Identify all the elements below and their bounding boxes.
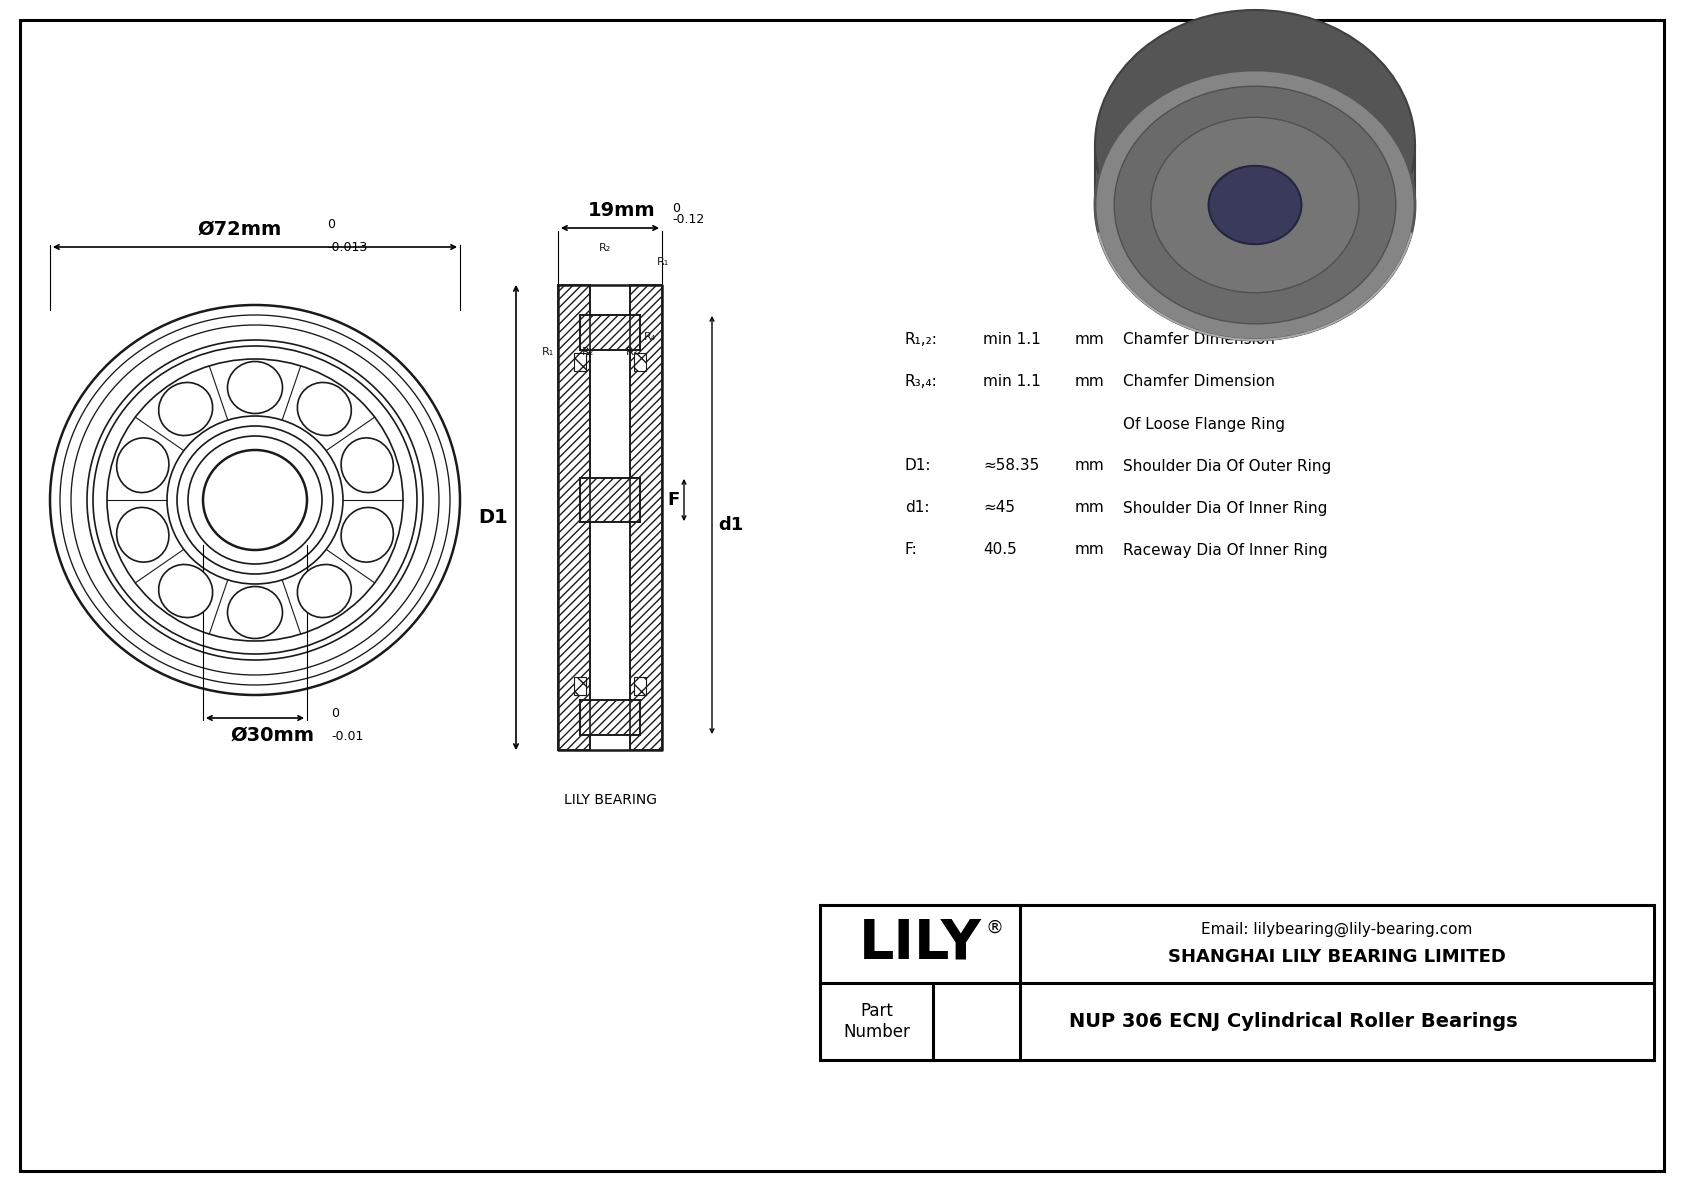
Text: LILY BEARING: LILY BEARING (564, 793, 657, 807)
Text: Ø30mm: Ø30mm (231, 727, 315, 746)
Text: -0.12: -0.12 (672, 213, 704, 226)
Polygon shape (574, 676, 586, 696)
Text: D1: D1 (478, 509, 509, 526)
Text: R₃,₄:: R₃,₄: (904, 374, 938, 389)
Text: ≈45: ≈45 (983, 500, 1015, 516)
Text: d1:: d1: (904, 500, 930, 516)
Text: Raceway Dia Of Inner Ring: Raceway Dia Of Inner Ring (1123, 542, 1327, 557)
Ellipse shape (342, 507, 394, 562)
Text: mm: mm (1074, 542, 1105, 557)
Text: ≈58.35: ≈58.35 (983, 459, 1039, 474)
Text: ®: ® (987, 918, 1004, 937)
Text: NUP 306 ECNJ Cylindrical Roller Bearings: NUP 306 ECNJ Cylindrical Roller Bearings (1069, 1011, 1517, 1030)
Polygon shape (1095, 145, 1415, 339)
Text: Ø72mm: Ø72mm (199, 220, 283, 239)
Ellipse shape (227, 362, 283, 413)
Polygon shape (574, 353, 586, 372)
Text: 40.5: 40.5 (983, 542, 1017, 557)
Text: F:: F: (904, 542, 918, 557)
Text: Shoulder Dia Of Outer Ring: Shoulder Dia Of Outer Ring (1123, 459, 1332, 474)
Text: Chamfer Dimension: Chamfer Dimension (1123, 374, 1275, 389)
Ellipse shape (1095, 10, 1415, 280)
Text: -0.01: -0.01 (332, 730, 364, 743)
Text: R₂: R₂ (583, 347, 594, 357)
Text: R₄: R₄ (643, 332, 657, 342)
Ellipse shape (342, 438, 394, 493)
Text: Of Loose Flange Ring: Of Loose Flange Ring (1123, 417, 1285, 431)
Ellipse shape (227, 586, 283, 638)
Text: 19mm: 19mm (588, 201, 655, 220)
Text: d1: d1 (717, 516, 743, 534)
Ellipse shape (298, 382, 352, 436)
Text: F: F (669, 491, 680, 509)
Text: -0.013: -0.013 (327, 241, 367, 254)
Ellipse shape (1095, 70, 1415, 339)
Polygon shape (630, 285, 662, 750)
Text: SHANGHAI LILY BEARING LIMITED: SHANGHAI LILY BEARING LIMITED (1169, 948, 1505, 966)
Text: 0: 0 (327, 218, 335, 231)
Polygon shape (1209, 106, 1302, 205)
Polygon shape (579, 314, 640, 350)
Polygon shape (557, 285, 589, 750)
Ellipse shape (298, 565, 352, 618)
Text: min 1.1: min 1.1 (983, 332, 1041, 348)
Text: R₂: R₂ (600, 243, 611, 252)
Ellipse shape (116, 507, 168, 562)
Ellipse shape (158, 382, 212, 436)
Ellipse shape (1115, 86, 1396, 324)
Text: LILY: LILY (859, 917, 982, 971)
Polygon shape (633, 676, 647, 696)
Text: Shoulder Dia Of Inner Ring: Shoulder Dia Of Inner Ring (1123, 500, 1327, 516)
Text: mm: mm (1074, 374, 1105, 389)
Ellipse shape (1209, 166, 1302, 244)
Text: mm: mm (1074, 500, 1105, 516)
Ellipse shape (1150, 117, 1359, 293)
Text: Chamfer Dimension: Chamfer Dimension (1123, 332, 1275, 348)
Text: mm: mm (1074, 332, 1105, 348)
Text: min 1.1: min 1.1 (983, 374, 1041, 389)
Polygon shape (579, 700, 640, 735)
Ellipse shape (158, 565, 212, 618)
Text: 0: 0 (332, 707, 338, 721)
Text: R₁: R₁ (657, 257, 669, 267)
Text: Part
Number: Part Number (844, 1002, 909, 1041)
Text: R₁,₂:: R₁,₂: (904, 332, 938, 348)
Ellipse shape (116, 438, 168, 493)
Polygon shape (633, 353, 647, 372)
Polygon shape (579, 478, 640, 522)
Ellipse shape (1209, 106, 1302, 185)
Text: D1:: D1: (904, 459, 931, 474)
Text: Email: lilybearing@lily-bearing.com: Email: lilybearing@lily-bearing.com (1201, 922, 1474, 937)
Text: 0: 0 (672, 202, 680, 216)
Text: mm: mm (1074, 459, 1105, 474)
Text: R₃: R₃ (626, 347, 638, 357)
Text: R₁: R₁ (542, 347, 554, 357)
